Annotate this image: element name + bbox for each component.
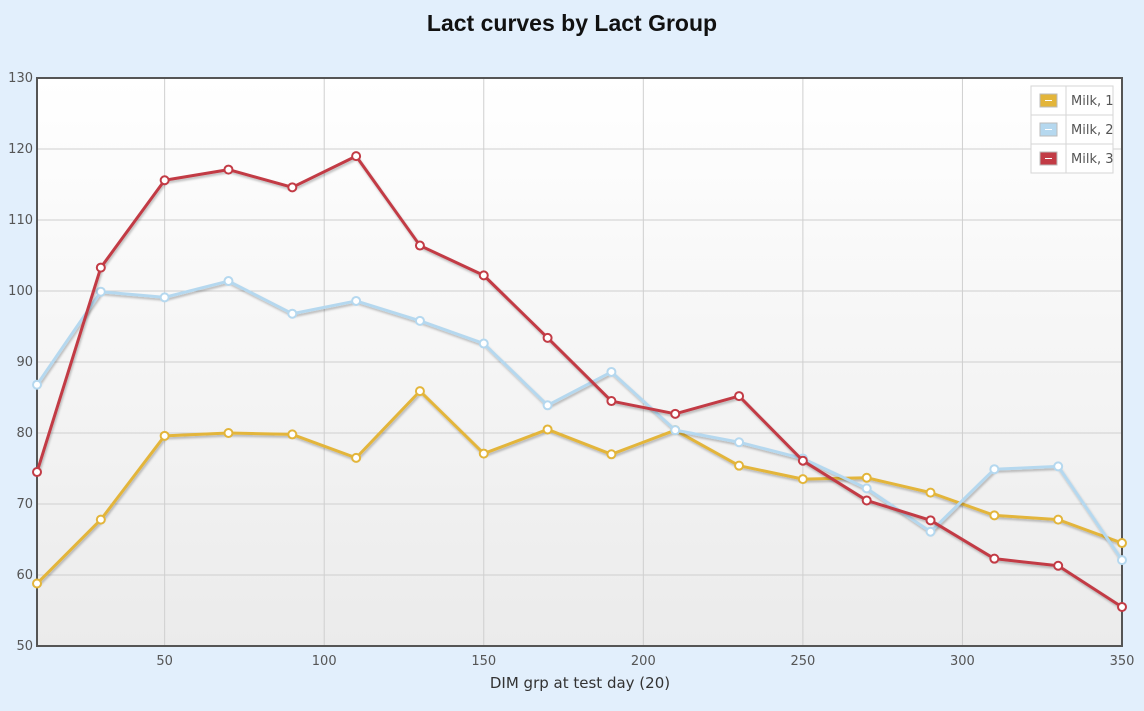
x-tick-label: 250: [790, 654, 815, 669]
series-1: [32, 386, 1127, 589]
y-tick-label: 60: [16, 568, 33, 583]
x-tick-label: 350: [1110, 654, 1135, 669]
x-tick-label: 200: [631, 654, 656, 669]
data-point[interactable]: [414, 386, 425, 397]
data-point[interactable]: [287, 429, 298, 440]
data-point[interactable]: [32, 379, 42, 390]
data-point[interactable]: [1117, 555, 1127, 566]
data-point[interactable]: [925, 526, 936, 537]
y-tick-label: 120: [8, 142, 33, 157]
data-point[interactable]: [989, 553, 1000, 564]
y-tick-label: 100: [8, 284, 33, 299]
data-point[interactable]: [542, 332, 553, 343]
data-point[interactable]: [32, 467, 42, 478]
data-point[interactable]: [478, 448, 489, 459]
data-point[interactable]: [734, 460, 745, 471]
x-tick-label: 300: [950, 654, 975, 669]
data-point[interactable]: [861, 472, 872, 483]
data-point[interactable]: [478, 270, 489, 281]
data-point[interactable]: [159, 175, 170, 186]
y-tick-label: 80: [16, 426, 33, 441]
x-axis-title: DIM grp at test day (20): [490, 674, 670, 692]
legend-label-cell: [1065, 85, 1114, 116]
data-point[interactable]: [797, 474, 808, 485]
data-point[interactable]: [606, 449, 617, 460]
data-point[interactable]: [223, 428, 234, 438]
data-point[interactable]: [223, 276, 234, 287]
data-point[interactable]: [1053, 461, 1064, 472]
y-axis: 50 60 70 80 90 100 110 120 130: [8, 71, 33, 654]
series-line: [35, 279, 1124, 561]
series-line: [35, 389, 1123, 585]
data-point[interactable]: [925, 487, 936, 498]
data-point[interactable]: [734, 437, 745, 448]
chart-title: Lact curves by Lact Group: [426, 10, 718, 36]
y-tick-label: 130: [8, 71, 33, 86]
data-point[interactable]: [989, 510, 1000, 521]
series-2: [32, 276, 1127, 566]
y-tick-label: 50: [16, 639, 33, 654]
data-point[interactable]: [95, 286, 106, 297]
data-point[interactable]: [1117, 538, 1127, 549]
x-tick-label: 150: [471, 654, 496, 669]
data-point[interactable]: [159, 292, 170, 303]
data-point[interactable]: [670, 425, 681, 436]
data-point[interactable]: [223, 164, 234, 175]
legend-item[interactable]: Milk, 1: [1030, 85, 1114, 116]
data-point[interactable]: [1117, 601, 1127, 612]
legend-item[interactable]: Milk, 3: [1030, 143, 1114, 174]
plot-border: [36, 77, 1123, 647]
x-tick-label: 50: [156, 654, 173, 669]
data-point[interactable]: [351, 295, 362, 306]
legend: Milk, 1 Milk, 2 Milk, 3: [1030, 85, 1114, 174]
legend-label: Milk, 3: [1071, 152, 1114, 167]
data-point[interactable]: [542, 400, 553, 411]
data-point[interactable]: [861, 483, 872, 494]
x-tick-label: 100: [312, 654, 337, 669]
legend-item[interactable]: Milk, 2: [1030, 114, 1114, 145]
data-point[interactable]: [95, 514, 106, 525]
data-point[interactable]: [287, 308, 298, 319]
data-point[interactable]: [606, 396, 617, 407]
legend-label: Milk, 2: [1071, 123, 1114, 138]
data-point[interactable]: [414, 240, 425, 251]
y-tick-label: 110: [8, 213, 33, 228]
data-point[interactable]: [95, 262, 106, 273]
data-point[interactable]: [32, 578, 42, 589]
data-point[interactable]: [351, 452, 362, 463]
data-point[interactable]: [351, 151, 362, 162]
data-point[interactable]: [734, 391, 745, 402]
data-point[interactable]: [542, 424, 553, 435]
data-point[interactable]: [287, 182, 298, 193]
y-tick-label: 70: [16, 497, 33, 512]
data-point[interactable]: [797, 455, 808, 466]
legend-label: Milk, 1: [1071, 94, 1114, 109]
data-point[interactable]: [1053, 560, 1064, 571]
data-point[interactable]: [989, 464, 1000, 475]
data-point[interactable]: [606, 366, 617, 377]
data-point[interactable]: [159, 430, 170, 441]
data-point[interactable]: [861, 495, 872, 506]
series-3: [32, 151, 1127, 612]
data-point[interactable]: [670, 408, 681, 419]
data-point[interactable]: [478, 338, 489, 349]
data-point[interactable]: [925, 515, 936, 526]
y-tick-label: 90: [16, 355, 33, 370]
data-point[interactable]: [1053, 514, 1064, 525]
data-point[interactable]: [414, 315, 425, 326]
legend-label-cell: [1065, 143, 1114, 174]
series-line: [35, 154, 1123, 609]
x-axis: 50 100 150 200 250 300 350: [156, 654, 1134, 669]
series-layer: [32, 151, 1127, 612]
